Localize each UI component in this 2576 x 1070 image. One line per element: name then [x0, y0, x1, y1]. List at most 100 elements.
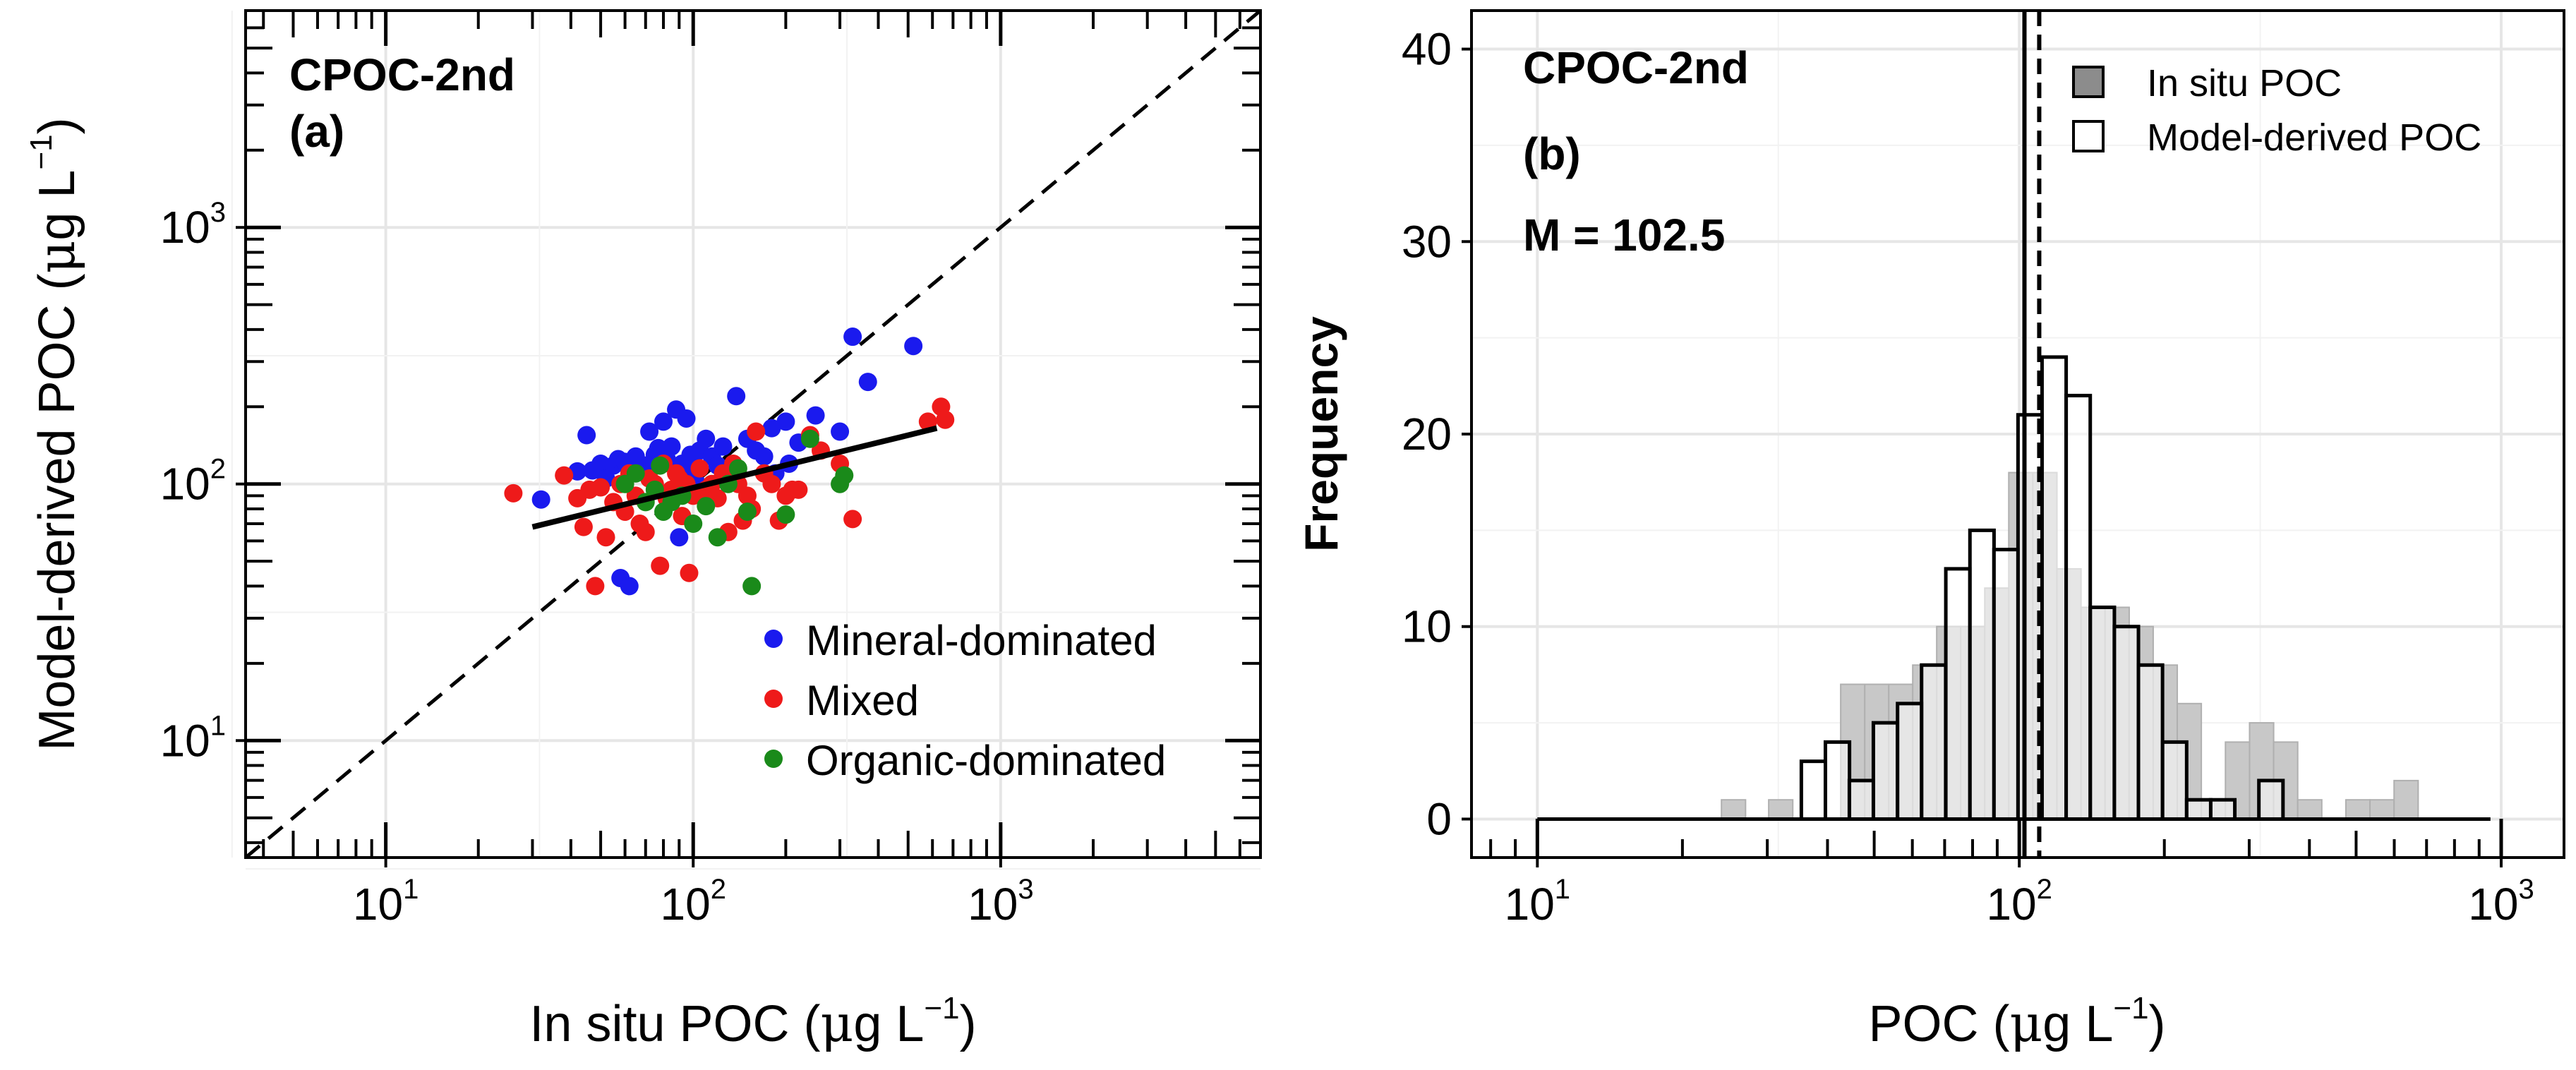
y-tick-label: 0 [1426, 793, 1452, 844]
point-mineral-dominated [654, 412, 673, 431]
legend-label-model-derived-poc: Model-derived POC [2147, 116, 2481, 159]
point-mineral-dominated [776, 412, 795, 431]
bar-model-derived-poc [1799, 759, 1828, 821]
point-mixed [574, 517, 593, 536]
panel-a-letter: (a) [289, 106, 344, 157]
bar-in-situ-poc [1768, 799, 1794, 820]
legend-marker-organic-dominated [764, 750, 783, 768]
panel-b-title: CPOC-2nd [1523, 42, 1749, 93]
y-tick-label: 20 [1402, 409, 1452, 459]
bar-model-derived-poc [1968, 528, 1996, 821]
legend-label-in-situ-poc: In situ POC [2147, 62, 2342, 104]
point-mineral-dominated [714, 437, 733, 456]
point-mineral-dominated [858, 373, 877, 392]
y-tick-label: 40 [1402, 24, 1452, 75]
legend-label-mineral-dominated: Mineral-dominated [806, 617, 1157, 664]
y-tick-label: 101 [160, 710, 226, 766]
legend-label-mixed: Mixed [806, 677, 919, 724]
bar-in-situ-poc [1721, 799, 1747, 820]
point-mineral-dominated [577, 426, 596, 445]
point-mixed [789, 480, 808, 499]
point-organic-dominated [651, 456, 670, 475]
point-organic-dominated [684, 515, 703, 534]
bar-model-derived-poc [1871, 721, 1900, 821]
bar-model-derived-poc [2088, 605, 2117, 821]
panel-b-x-axis-label: POC (μg L−1) [1868, 991, 2165, 1053]
point-mixed [690, 459, 709, 478]
point-mixed [762, 474, 781, 493]
point-organic-dominated [776, 505, 795, 524]
panel-a-ticks: 101 102 103 101 102 103 [160, 9, 1262, 930]
y-tick-label: 103 [160, 197, 226, 253]
point-mixed [936, 410, 955, 429]
bar-model-derived-poc [2208, 798, 2237, 821]
panel-a-x-axis-label: In situ POC (μg L−1) [529, 991, 976, 1053]
point-mineral-dominated [677, 409, 696, 428]
point-mixed [636, 522, 655, 541]
point-mineral-dominated [640, 422, 659, 441]
legend-label-organic-dominated: Organic-dominated [806, 737, 1166, 784]
panel-a-legend: Mineral-dominated Mixed Organic-dominate… [764, 617, 1166, 784]
bar-model-derived-poc [1823, 740, 1852, 821]
point-mixed [555, 466, 574, 485]
point-organic-dominated [708, 528, 727, 547]
panel-b-median-annotation: M = 102.5 [1523, 210, 1725, 260]
point-organic-dominated [835, 466, 854, 485]
point-organic-dominated [626, 464, 645, 483]
point-mineral-dominated [697, 429, 716, 448]
point-organic-dominated [738, 502, 757, 521]
panel-b-legend: In situ POC Model-derived POC [2072, 62, 2481, 159]
point-organic-dominated [742, 577, 762, 596]
point-mixed [843, 510, 862, 529]
point-mixed [918, 412, 937, 431]
bar-model-derived-poc [1920, 663, 1948, 821]
legend-marker-mineral-dominated [764, 630, 783, 648]
x-tick-label: 102 [1986, 874, 2052, 930]
x-tick-label: 101 [353, 874, 419, 930]
x-tick-label: 103 [2468, 874, 2534, 930]
x-tick-label: 102 [661, 874, 726, 930]
panel-a-fit-line [531, 425, 938, 530]
panel-b-y-axis-label: Frequency [1295, 316, 1347, 552]
legend-key-in-situ-poc [2072, 66, 2105, 98]
point-mineral-dominated [843, 327, 862, 347]
point-mineral-dominated [762, 419, 781, 438]
legend-key-model-derived-poc [2072, 120, 2105, 152]
bar-model-derived-poc [2160, 740, 2189, 821]
panel-a-frame [244, 9, 1262, 859]
regression-line [531, 425, 938, 530]
bar-in-situ-poc [2345, 799, 2371, 820]
point-mineral-dominated [531, 490, 550, 509]
point-organic-dominated [697, 497, 716, 516]
y-tick-label: 30 [1402, 216, 1452, 267]
bar-model-derived-poc [2040, 355, 2069, 821]
panel-b-histogram: 101 102 103 0 10 20 30 40 CPOC-2nd (b) M = 102.… [1295, 9, 2565, 1053]
bar-in-situ-poc [2393, 779, 2419, 820]
bar-in-situ-poc [2297, 799, 2323, 820]
bar-model-derived-poc [2136, 663, 2165, 821]
panel-a-points [504, 327, 955, 596]
panel-b-model-derived-bars [1799, 355, 2285, 821]
point-mineral-dominated [904, 337, 923, 356]
x-tick-label: 101 [1505, 874, 1570, 930]
panel-b-letter: (b) [1523, 128, 1581, 179]
bar-model-derived-poc [1992, 548, 2020, 821]
bar-model-derived-poc [1896, 702, 1924, 821]
point-mineral-dominated [727, 387, 746, 406]
y-tick-label: 10 [1402, 601, 1452, 652]
bar-model-derived-poc [1944, 567, 1972, 821]
bar-model-derived-poc [2257, 779, 2285, 821]
bar-in-situ-poc [2369, 799, 2395, 820]
point-mixed [651, 556, 670, 575]
point-mineral-dominated [670, 528, 689, 547]
panel-a-y-axis-label: Model-derived POC (μg L−1) [24, 117, 86, 750]
bar-model-derived-poc [2064, 393, 2093, 821]
point-mixed [586, 577, 605, 596]
point-mixed [504, 483, 523, 503]
point-mineral-dominated [754, 447, 774, 466]
point-organic-dominated [800, 429, 819, 448]
bar-model-derived-poc [2184, 798, 2213, 821]
bar-model-derived-poc [1847, 779, 1876, 821]
legend-marker-mixed [764, 690, 783, 708]
